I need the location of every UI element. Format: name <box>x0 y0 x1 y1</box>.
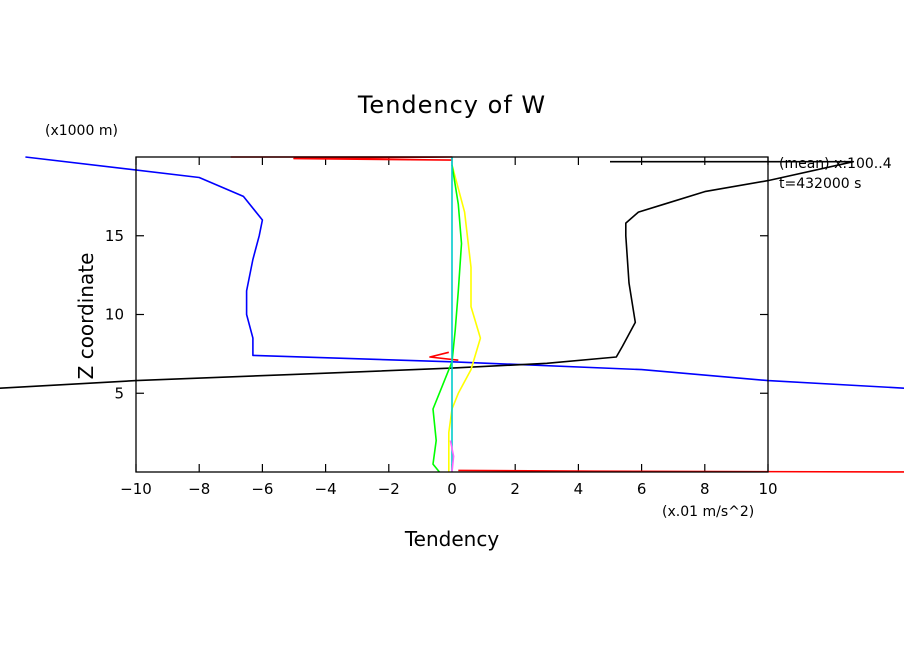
x-tick-label: 4 <box>574 480 584 498</box>
plot-frame <box>135 156 769 473</box>
y-tick-label: 10 <box>105 306 124 324</box>
time-annotation: t=432000 s <box>779 176 861 192</box>
x-tick-label: −6 <box>251 480 273 498</box>
x-axis-label: Tendency <box>404 527 499 551</box>
series-line-pink <box>449 440 455 473</box>
x-tick-label: 0 <box>447 480 457 498</box>
x-tick-label: 10 <box>758 480 777 498</box>
x-tick-label: 6 <box>637 480 647 498</box>
y-tick-label: 5 <box>114 384 124 402</box>
y-tick-label: 15 <box>105 227 124 245</box>
y-unit-label: (x1000 m) <box>45 123 118 139</box>
x-tick-label: −4 <box>315 480 337 498</box>
series-line-red-bottom <box>458 469 904 473</box>
mean-annotation: (mean) x:100..4 <box>779 156 892 172</box>
x-tick-label: 2 <box>510 480 520 498</box>
series-line-red-mid <box>429 351 459 361</box>
chart-title: Tendency of W <box>357 91 546 119</box>
series-line-black <box>0 160 855 389</box>
series-line-blue <box>25 156 904 389</box>
x-tick-label: −2 <box>378 480 400 498</box>
y-axis-label: Z coordinate <box>74 253 98 380</box>
x-tick-label: 8 <box>700 480 710 498</box>
x-tick-label: −8 <box>188 480 210 498</box>
x-tick-label: −10 <box>120 480 152 498</box>
series-line-green <box>432 164 463 473</box>
series-line-yellow <box>447 164 482 472</box>
x-unit-label: (x.01 m/s^2) <box>662 504 754 520</box>
